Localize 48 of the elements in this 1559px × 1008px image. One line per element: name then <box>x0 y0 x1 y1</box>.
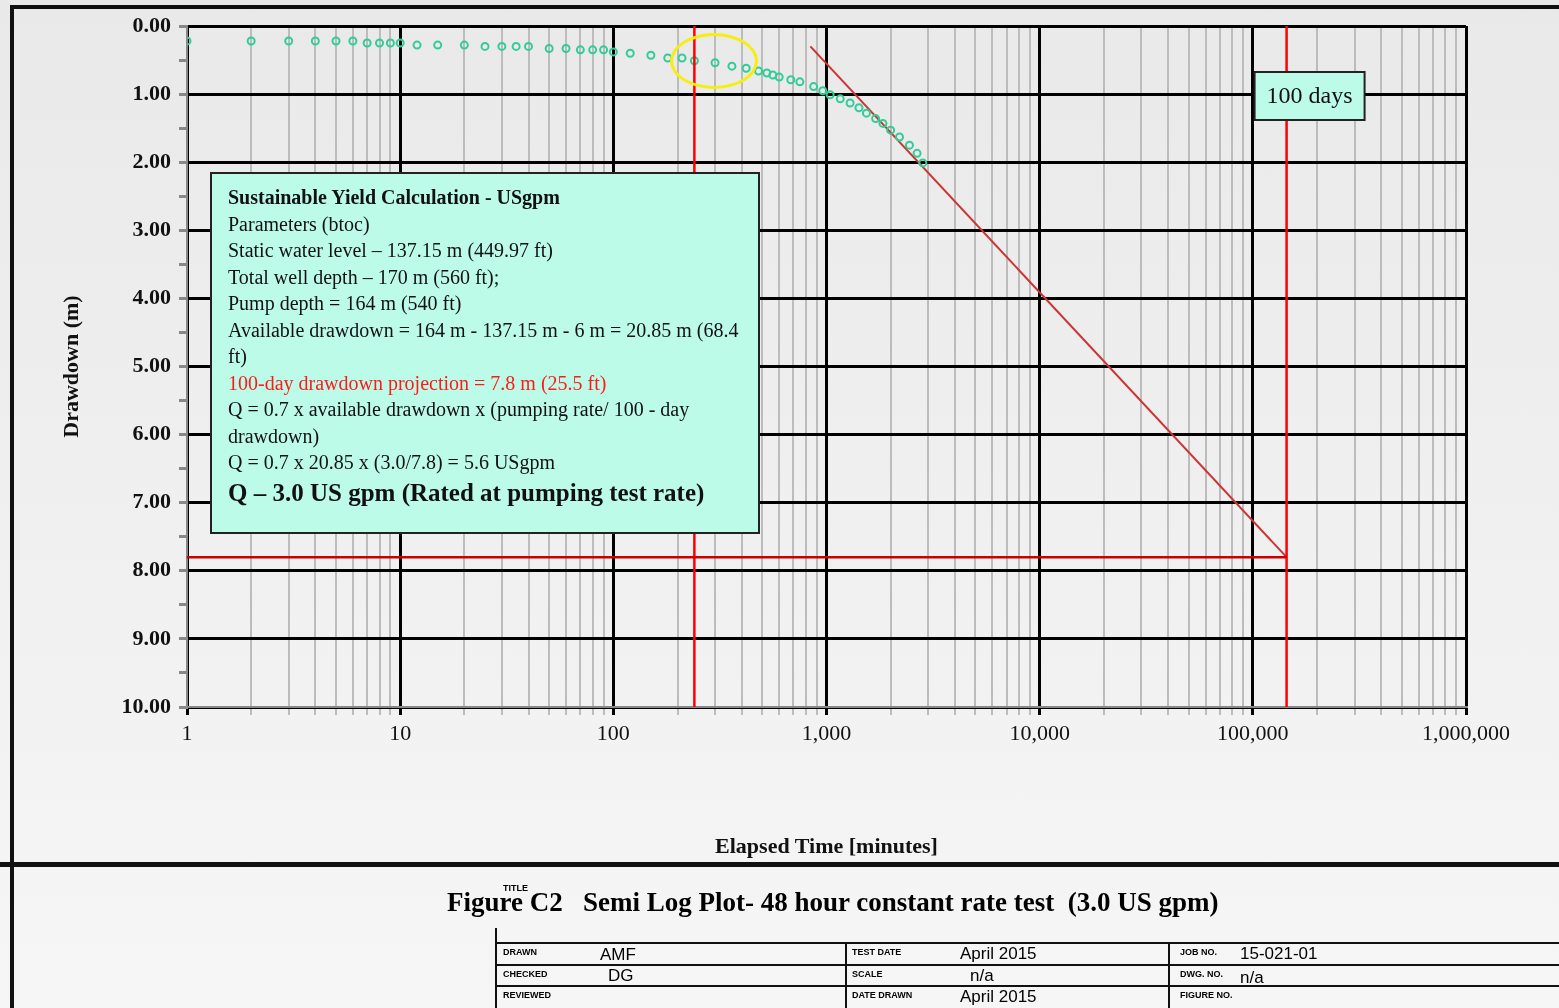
text: SCALE <box>852 969 883 979</box>
text: JOB NO. <box>1180 947 1218 957</box>
y-tick-label: 8.00 <box>132 556 171 582</box>
text: 15-021-01 <box>1240 944 1318 963</box>
text: DRAWN <box>503 947 537 957</box>
annotation: Parameters (btoc) <box>228 211 371 237</box>
text: DATE DRAWN <box>852 990 913 1000</box>
text: REVIEWED <box>503 990 552 1000</box>
y-axis-title: Drawdown (m) <box>57 295 83 438</box>
x-tick-label: 10 <box>389 719 412 745</box>
x-tick-label: 10,000 <box>1009 719 1070 745</box>
y-tick-label: 7.00 <box>132 488 171 514</box>
y-tick-label: 3.00 <box>132 215 171 241</box>
text: n/a <box>970 966 994 985</box>
annotation: Q = 0.7 x available drawdown x (pumping rate/ 100 - day drawdown) <box>228 397 691 449</box>
y-tick-label: 1.00 <box>132 79 171 105</box>
text: DWG. NO. <box>1180 969 1223 979</box>
y-tick-label: 0.00 <box>132 11 171 37</box>
annotation: Available drawdown = 164 m - 137.15 m - 6 m = 20.85 m (68.4 ft) <box>228 317 740 370</box>
text: FIGURE NO. <box>1180 990 1233 1000</box>
text: April 2015 <box>960 944 1037 963</box>
annotation: 100-day drawdown projection = 7.8 m (25.5 ft) <box>228 370 608 396</box>
y-tick-label: 9.00 <box>132 624 171 650</box>
text: TEST DATE <box>852 947 902 957</box>
annotation: Q = 0.7 x 20.85 x (3.0/7.8) = 5.6 USgpm <box>228 450 556 476</box>
annotation: Static water level – 137.15 m (449.97 ft) <box>228 238 554 264</box>
y-tick-label: 2.00 <box>132 147 171 173</box>
x-tick-label: 100,000 <box>1217 719 1289 745</box>
ref-line-label: 100 days <box>1266 82 1353 109</box>
text: CHECKED <box>503 969 548 979</box>
text: AMF <box>600 945 636 964</box>
annotation: Total well depth – 170 m (560 ft); <box>228 264 501 290</box>
annotation: Q – 3.0 US gpm (Rated at pumping test rate) <box>228 478 706 506</box>
y-tick-label: 10.00 <box>121 692 171 718</box>
x-tick-label: 100 <box>596 719 630 745</box>
x-tick-label: 1 <box>181 719 193 745</box>
x-tick-label: 1,000,000 <box>1422 719 1510 745</box>
y-tick-label: 5.00 <box>132 352 171 378</box>
y-tick-label: 4.00 <box>132 284 171 310</box>
text: April 2015 <box>960 987 1037 1006</box>
text: TITLE <box>503 883 528 893</box>
x-axis-title: Elapsed Time [minutes] <box>715 833 938 859</box>
text: DG <box>608 966 634 985</box>
y-tick-label: 6.00 <box>132 420 171 446</box>
x-tick-label: 1,000 <box>801 719 852 745</box>
text: n/a <box>1240 968 1264 987</box>
annotation: Pump depth = 164 m (540 ft) <box>228 291 463 317</box>
annotation: Sustainable Yield Calculation - USgpm <box>228 185 561 211</box>
